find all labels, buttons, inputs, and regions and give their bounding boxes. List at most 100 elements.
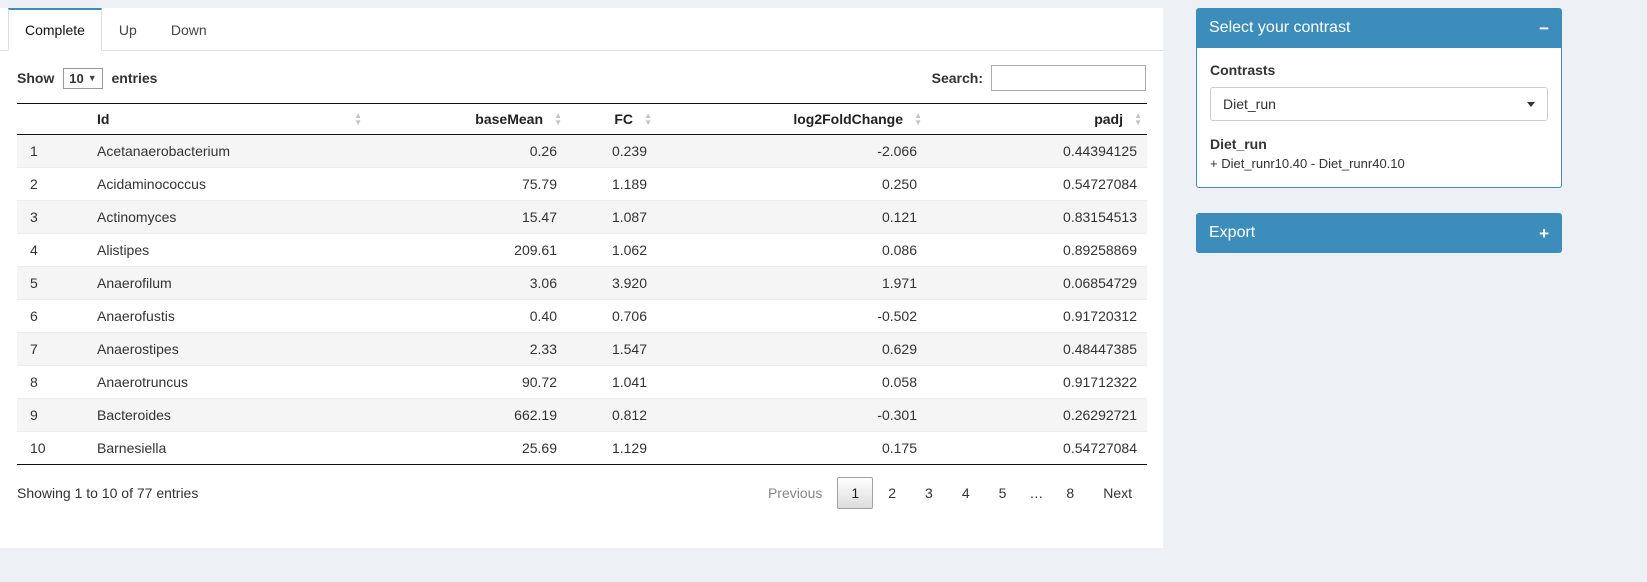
tab-up[interactable]: Up <box>118 22 137 38</box>
row-index-cell: 9 <box>17 398 87 432</box>
contrasts-label: Contrasts <box>1210 62 1276 78</box>
page-button-2[interactable]: 2 <box>888 485 897 501</box>
sort-icon <box>644 112 652 126</box>
col-header-fc[interactable]: FC <box>567 103 657 135</box>
fc-cell: 1.041 <box>567 365 657 399</box>
log2fc-cell: 0.121 <box>657 200 927 234</box>
table-row[interactable]: 8 Anaerotruncus 90.72 1.041 0.058 0.91712322 <box>17 365 1147 399</box>
results-table: Id baseMean FC log2FoldChange <box>17 103 1147 465</box>
chevron-down-icon: ▼ <box>87 73 97 83</box>
col-header-basemean[interactable]: baseMean <box>367 103 567 135</box>
col-header-id[interactable]: Id <box>87 103 367 135</box>
id-cell: Barnesiella <box>87 431 367 465</box>
padj-cell: 0.91720312 <box>927 299 1147 333</box>
page-button-3[interactable]: 3 <box>925 485 933 501</box>
log2fc-cell: -0.502 <box>657 299 927 333</box>
table-row[interactable]: 1 Acetanaerobacterium 0.26 0.239 -2.066 0.443… <box>17 134 1147 168</box>
export-box-title: Export <box>1209 224 1256 241</box>
collapse-plus-icon[interactable]: + <box>1539 223 1549 243</box>
id-cell: Bacteroides <box>87 398 367 432</box>
log2fc-cell: 0.250 <box>657 167 927 201</box>
fc-cell: 0.812 <box>567 398 657 432</box>
table-row[interactable]: 2 Acidaminococcus 75.79 1.189 0.250 0.5472708… <box>17 167 1147 201</box>
basemean-cell: 0.26 <box>529 143 557 159</box>
search-label: Search: <box>931 70 983 86</box>
table-row[interactable]: 4 Alistipes 209.61 1.062 0.086 0.89258869 <box>17 233 1147 267</box>
page-button-8[interactable]: 8 <box>1066 485 1075 501</box>
page-length-control: Show 10 ▼ entries <box>17 67 158 89</box>
padj-cell: 0.26292721 <box>927 398 1147 432</box>
basemean-cell: 25.69 <box>367 431 567 465</box>
show-label: Show <box>17 69 55 86</box>
page-button-4[interactable]: 4 <box>961 485 970 501</box>
table-footer: Showing 1 to 10 of 77 entries Previous 1 2… <box>17 465 1146 509</box>
search-control: Search: <box>932 65 1146 91</box>
basemean-cell: 0.40 <box>367 299 567 333</box>
sort-icon <box>554 112 562 126</box>
basemean-cell: 662.19 <box>367 398 567 432</box>
col-header-label: log2FoldChange <box>793 111 903 127</box>
row-index-cell: 5 <box>17 266 87 300</box>
search-input[interactable] <box>991 65 1146 91</box>
log2fc-cell: 0.175 <box>657 431 927 465</box>
basemean-cell: 2.33 <box>367 332 567 366</box>
dropdown-caret-icon <box>1527 101 1535 107</box>
collapse-minus-icon[interactable]: − <box>1539 18 1549 38</box>
page-button-5[interactable]: 5 <box>998 485 1007 501</box>
fc-cell: 1.189 <box>567 167 657 201</box>
col-header-label: baseMean <box>475 111 543 127</box>
page-length-value: 10 <box>69 70 84 86</box>
pagination-ellipsis: … <box>1029 485 1044 501</box>
previous-button[interactable]: Previous <box>767 485 823 501</box>
fc-cell: 1.087 <box>567 200 657 234</box>
page-button-1[interactable]: 1 <box>837 477 874 509</box>
next-button[interactable]: Next <box>1103 485 1132 501</box>
contrast-formula: + Diet_runr10.40 - Diet_runr40.10 <box>1210 156 1405 171</box>
row-index-cell: 4 <box>17 233 87 267</box>
fc-cell: 3.920 <box>567 266 657 300</box>
padj-cell: 0.89258869 <box>927 233 1147 267</box>
row-index-cell: 3 <box>17 200 87 234</box>
padj-cell: 0.48447385 <box>927 332 1147 366</box>
log2fc-cell: 1.971 <box>657 266 927 300</box>
basemean-cell: 3.06 <box>367 266 567 300</box>
side-column: Select your contrast − Contrasts Diet_ru… <box>1196 8 1562 278</box>
contrast-box-header[interactable]: Select your contrast − <box>1196 8 1562 48</box>
row-index-cell: 7 <box>17 332 87 366</box>
log2fc-cell: -2.066 <box>877 143 917 159</box>
contrast-name: Diet_run <box>1210 136 1267 152</box>
tab-complete[interactable]: Complete <box>8 8 102 51</box>
contrast-select[interactable]: Diet_run <box>1210 87 1548 121</box>
table-body: 1 Acetanaerobacterium 0.26 0.239 -2.066 0.443… <box>17 134 1147 465</box>
id-cell: Acidaminococcus <box>87 167 367 201</box>
tab-down[interactable]: Down <box>170 22 207 38</box>
col-header-log2foldchange[interactable]: log2FoldChange <box>657 103 927 135</box>
contrast-box: Select your contrast − Contrasts Diet_ru… <box>1196 8 1562 188</box>
row-index-cell: 10 <box>17 431 87 465</box>
padj-cell: 0.54727084 <box>927 167 1147 201</box>
basemean-cell: 15.47 <box>367 200 567 234</box>
fc-cell: 0.239 <box>611 143 647 159</box>
log2fc-cell: -0.301 <box>657 398 927 432</box>
basemean-cell: 75.79 <box>367 167 567 201</box>
table-row[interactable]: 3 Actinomyces 15.47 1.087 0.121 0.83154513 <box>17 200 1147 234</box>
table-row[interactable]: 9 Bacteroides 662.19 0.812 -0.301 0.26292721 <box>17 398 1147 432</box>
log2fc-cell: 0.058 <box>657 365 927 399</box>
table-row[interactable]: 10 Barnesiella 25.69 1.129 0.175 0.54727084 <box>17 431 1147 465</box>
id-cell: Acetanaerobacterium <box>97 143 231 159</box>
fc-cell: 0.706 <box>567 299 657 333</box>
table-row[interactable]: 7 Anaerostipes 2.33 1.547 0.629 0.48447385 <box>17 332 1147 366</box>
export-box-header[interactable]: Export + <box>1196 213 1562 253</box>
contrast-select-value: Diet_run <box>1223 96 1276 112</box>
table-header-row: Id baseMean FC log2FoldChange <box>17 103 1147 135</box>
col-header-padj[interactable]: padj <box>927 103 1147 135</box>
table-row[interactable]: 6 Anaerofustis 0.40 0.706 -0.502 0.91720312 <box>17 299 1147 333</box>
contrast-box-title: Select your contrast <box>1209 19 1351 36</box>
table-row[interactable]: 5 Anaerofilum 3.06 3.920 1.971 0.06854729 <box>17 266 1147 300</box>
sort-icon <box>914 112 922 126</box>
id-cell: Alistipes <box>87 233 367 267</box>
entries-label: entries <box>111 69 158 86</box>
page-length-select[interactable]: 10 ▼ <box>63 67 103 89</box>
table-info: Showing 1 to 10 of 77 entries <box>17 485 199 501</box>
